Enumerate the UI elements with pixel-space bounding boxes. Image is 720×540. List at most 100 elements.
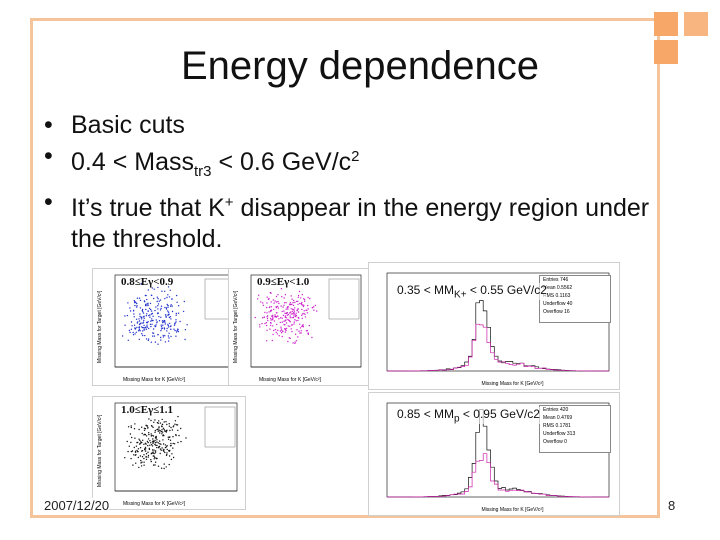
scatter-point: [152, 464, 155, 466]
scatter-point: [161, 425, 163, 427]
slide-title: Energy dependence: [180, 44, 540, 88]
scatter-point: [160, 467, 163, 469]
scatter-point: [167, 286, 170, 288]
y-axis-title: Missing Mass for Target [GeV/c²]: [233, 290, 239, 363]
scatter-point: [275, 295, 278, 298]
scatter-point: [129, 310, 132, 312]
scatter-point: [159, 430, 161, 432]
scatter-point: [273, 329, 275, 332]
scatter-point: [151, 318, 153, 320]
scatter-point: [121, 335, 124, 337]
scatter-point: [129, 307, 131, 309]
scatter-point: [172, 447, 174, 449]
scatter-point: [169, 325, 172, 328]
scatter-point: [168, 316, 171, 319]
scatter-point: [155, 319, 157, 321]
scatter-point: [175, 312, 177, 315]
scatter-point: [179, 320, 181, 323]
scatter-point: [138, 438, 140, 440]
scatter-point: [143, 300, 146, 302]
scatter-point: [143, 454, 145, 456]
scatter-point: [288, 337, 290, 339]
scatter-point: [307, 304, 309, 307]
scatter-point: [133, 324, 136, 326]
scatter-point: [175, 424, 178, 426]
scatter-point: [177, 415, 179, 418]
scatter-point: [169, 445, 172, 447]
scatter-point: [306, 312, 309, 314]
scatter-point: [284, 331, 287, 333]
scatter-point: [143, 457, 145, 460]
scatter-point: [146, 313, 148, 315]
scatter-point: [301, 294, 303, 296]
scatter-point: [300, 297, 302, 299]
scatter-point: [259, 326, 261, 328]
scatter-title: 1.0≤Eγ≤1.1: [121, 404, 174, 416]
scatter-point: [265, 324, 268, 327]
scatter-point: [153, 452, 155, 455]
scatter-point: [287, 325, 289, 327]
scatter-point: [141, 426, 143, 428]
scatter-point: [157, 334, 159, 336]
scatter-point: [278, 318, 280, 320]
page-number: 8: [668, 498, 676, 513]
scatter-point: [163, 428, 165, 431]
scatter-point: [298, 330, 300, 332]
scatter-point: [140, 459, 142, 462]
stats-box: Entries 746 Mean 0.5562 RMS 0.1163 Underflo…: [539, 275, 611, 323]
scatter-point: [134, 437, 136, 439]
scatter-point: [303, 310, 305, 312]
scatter-point: [161, 429, 163, 431]
scatter-point: [288, 320, 291, 322]
scatter-point: [302, 305, 305, 308]
scatter-point: [175, 319, 177, 321]
scatter-point: [285, 302, 287, 304]
scatter-point: [136, 297, 139, 299]
scatter-point: [145, 315, 148, 317]
scatter-point: [167, 304, 169, 307]
scatter-point: [145, 424, 147, 426]
scatter-point: [145, 338, 148, 340]
scatter-point: [289, 317, 291, 319]
scatter-point: [277, 300, 279, 303]
scatter-point: [140, 322, 142, 324]
scatter-point: [154, 341, 157, 343]
scatter-point: [177, 330, 180, 333]
scatter-point: [152, 328, 155, 330]
scatter-point: [281, 317, 283, 319]
scatter-point: [138, 466, 140, 469]
scatter-point: [161, 431, 164, 433]
scatter-point: [295, 315, 298, 317]
scatter-point: [294, 342, 296, 345]
scatter-point: [289, 325, 291, 328]
scatter-point: [289, 303, 291, 306]
scatter-point: [297, 308, 299, 310]
scatter-point: [138, 318, 140, 320]
scatter-point: [164, 446, 167, 449]
scatter-point: [147, 310, 149, 312]
scatter-point: [301, 304, 303, 306]
bullet-superscript: +: [224, 194, 234, 211]
scatter-point: [126, 440, 128, 443]
scatter-point: [146, 303, 148, 305]
scatter-point: [166, 445, 168, 447]
scatter-point: [285, 317, 288, 319]
scatter-point: [134, 328, 136, 330]
scatter-point: [141, 456, 144, 458]
scatter-point: [162, 321, 164, 324]
stats-box: [328, 278, 360, 320]
scatter-point: [293, 315, 295, 317]
histogram-label-sub: p: [454, 413, 460, 425]
scatter-point: [295, 320, 297, 322]
x-axis-title: Missing Mass for K [GeV/c²]: [482, 381, 545, 387]
scatter-point: [133, 428, 136, 430]
scatter-point: [126, 314, 129, 317]
y-axis-title: Missing Mass for Target [GeV/c²]: [97, 414, 103, 487]
scatter-point: [297, 303, 299, 305]
scatter-point: [272, 314, 274, 316]
scatter-point: [295, 300, 298, 303]
scatter-point: [169, 316, 172, 318]
scatter-point: [283, 310, 285, 312]
scatter-point: [168, 296, 171, 298]
scatter-point: [138, 297, 141, 299]
